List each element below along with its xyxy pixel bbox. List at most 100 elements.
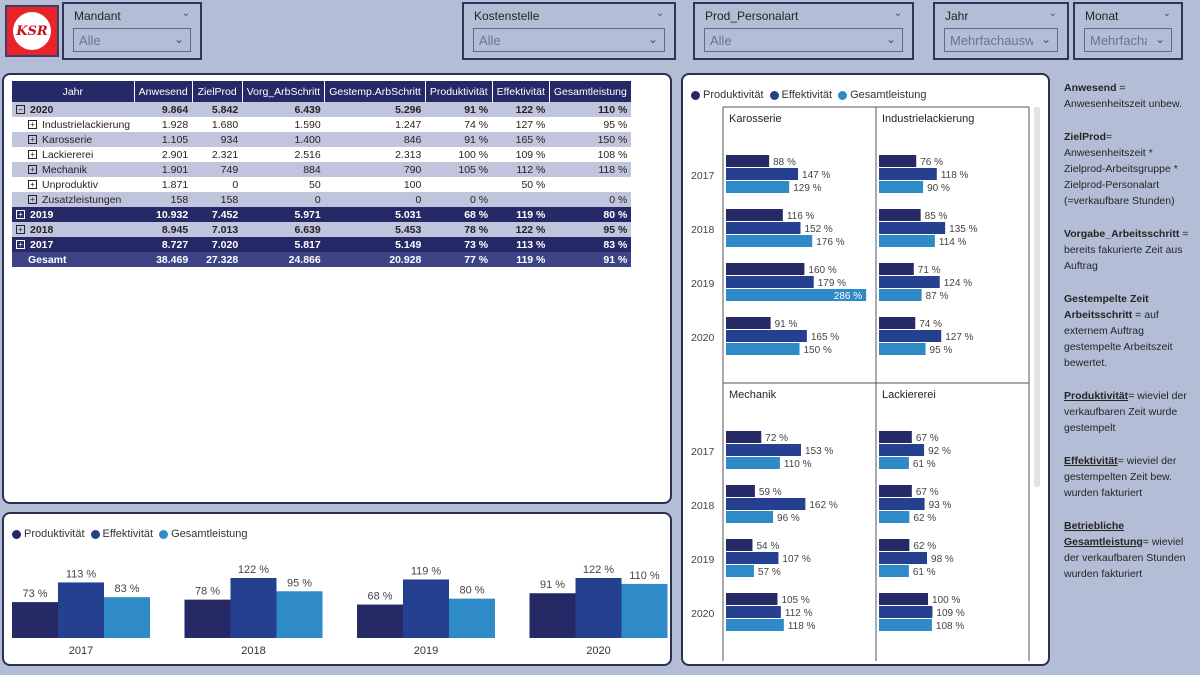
horizontal-bar[interactable] (879, 606, 933, 618)
slicer-prod-personalart[interactable]: Prod_Personalart ⌄ Alle ⌄ (693, 2, 914, 60)
horizontal-bar[interactable] (879, 155, 917, 167)
horizontal-bar[interactable] (879, 539, 910, 551)
expand-icon[interactable]: + (16, 240, 25, 250)
horizontal-bar[interactable] (726, 606, 781, 618)
collapse-icon[interactable]: − (16, 105, 25, 115)
horizontal-bar[interactable] (879, 330, 942, 342)
chevron-down-icon[interactable]: ⌄ (173, 32, 184, 46)
horizontal-bar[interactable] (879, 498, 925, 510)
horizontal-bar[interactable] (726, 209, 783, 221)
horizontal-bar[interactable] (726, 619, 784, 631)
horizontal-bar[interactable] (726, 168, 799, 180)
column-header[interactable]: ZielProd (192, 81, 243, 102)
legend-item[interactable]: Effektivität (90, 528, 153, 540)
horizontal-bar[interactable] (726, 343, 800, 355)
legend-item[interactable]: Effektivität (769, 89, 832, 101)
chevron-down-icon[interactable]: ⌄ (1048, 8, 1057, 19)
horizontal-bar[interactable] (879, 263, 914, 275)
horizontal-bar[interactable] (879, 209, 921, 221)
expand-icon[interactable]: + (28, 135, 37, 145)
slicer-dropdown[interactable]: Mehrfachauswa...⌄ (944, 28, 1058, 52)
legend-item[interactable]: Produktivität (691, 89, 764, 101)
horizontal-bar[interactable] (726, 539, 753, 551)
column-bar[interactable] (12, 602, 58, 638)
slicer-jahr[interactable]: Jahr ⌄ Mehrfachauswa...⌄ (933, 2, 1069, 60)
horizontal-bar[interactable] (726, 431, 762, 443)
horizontal-bar[interactable] (726, 593, 778, 605)
chevron-down-icon[interactable]: ⌄ (647, 32, 658, 46)
horizontal-bar[interactable] (879, 444, 925, 456)
column-header[interactable]: Effektivität (492, 81, 550, 102)
horizontal-bar[interactable] (726, 235, 813, 247)
horizontal-bar[interactable] (726, 289, 867, 301)
horizontal-bar[interactable] (726, 511, 774, 523)
column-bar[interactable] (621, 583, 668, 638)
horizontal-bar[interactable] (879, 235, 935, 247)
slicer-dropdown[interactable]: Alle ⌄ (704, 28, 903, 52)
slicer-mandant[interactable]: Mandant ⌄ Alle ⌄ (62, 2, 202, 60)
column-bar[interactable] (276, 591, 323, 638)
column-bar[interactable] (230, 578, 277, 638)
horizontal-bar[interactable] (726, 565, 754, 577)
horizontal-bar[interactable] (879, 457, 909, 469)
column-header[interactable]: Jahr (12, 81, 135, 102)
horizontal-bar[interactable] (726, 444, 801, 456)
chevron-down-icon[interactable]: ⌄ (1040, 32, 1051, 46)
horizontal-bar[interactable] (879, 343, 926, 355)
horizontal-bar[interactable] (726, 485, 755, 497)
horizontal-bar[interactable] (879, 181, 924, 193)
expand-icon[interactable]: + (28, 195, 37, 205)
column-bar[interactable] (529, 593, 576, 638)
column-header[interactable]: Gesamtleistung (549, 81, 632, 102)
expand-icon[interactable]: + (28, 165, 37, 175)
legend-item[interactable]: Gesamtleistung (838, 89, 927, 101)
horizontal-bar[interactable] (726, 276, 814, 288)
column-bar[interactable] (403, 579, 449, 638)
chevron-down-icon[interactable]: ⌄ (893, 8, 902, 19)
column-bar[interactable] (104, 597, 150, 638)
column-header[interactable]: Produktivität (425, 81, 493, 102)
horizontal-bar[interactable] (879, 511, 910, 523)
horizontal-bar[interactable] (726, 222, 801, 234)
column-header[interactable]: Gestemp.ArbSchritt (324, 81, 426, 102)
horizontal-bar[interactable] (879, 222, 946, 234)
scrollbar[interactable] (1034, 107, 1040, 487)
slicer-dropdown[interactable]: Mehrfacha...⌄ (1084, 28, 1172, 52)
horizontal-bar[interactable] (726, 457, 780, 469)
slicer-dropdown[interactable]: Alle ⌄ (73, 28, 191, 52)
column-header[interactable]: Vorg_ArbSchritt (242, 81, 326, 102)
column-bar[interactable] (184, 599, 231, 638)
horizontal-bar[interactable] (879, 485, 912, 497)
horizontal-bar[interactable] (879, 565, 909, 577)
slicer-monat[interactable]: Monat ⌄ Mehrfacha...⌄ (1073, 2, 1183, 60)
horizontal-bar[interactable] (726, 330, 807, 342)
horizontal-bar[interactable] (726, 263, 805, 275)
column-bar[interactable] (357, 604, 403, 638)
chevron-down-icon[interactable]: ⌄ (1154, 32, 1165, 46)
expand-icon[interactable]: + (16, 225, 25, 235)
horizontal-bar[interactable] (726, 552, 779, 564)
horizontal-bar[interactable] (879, 168, 937, 180)
horizontal-bar[interactable] (879, 619, 932, 631)
chevron-down-icon[interactable]: ⌄ (655, 8, 664, 19)
horizontal-bar[interactable] (726, 317, 771, 329)
legend-item[interactable]: Produktivität (12, 528, 85, 540)
horizontal-bar[interactable] (879, 276, 940, 288)
expand-icon[interactable]: + (28, 120, 37, 130)
expand-icon[interactable]: + (28, 180, 37, 190)
column-bar[interactable] (58, 582, 104, 638)
column-bar[interactable] (575, 578, 622, 638)
horizontal-bar[interactable] (879, 552, 928, 564)
horizontal-bar[interactable] (879, 289, 922, 301)
legend-item[interactable]: Gesamtleistung (159, 528, 248, 540)
slicer-kostenstelle[interactable]: Kostenstelle ⌄ Alle ⌄ (462, 2, 676, 60)
horizontal-bar[interactable] (879, 317, 916, 329)
horizontal-bar[interactable] (879, 431, 912, 443)
column-bar[interactable] (449, 598, 495, 638)
column-header[interactable]: Anwesend (134, 81, 193, 102)
horizontal-bar[interactable] (879, 593, 928, 605)
chevron-down-icon[interactable]: ⌄ (181, 8, 190, 19)
chevron-down-icon[interactable]: ⌄ (1162, 8, 1171, 19)
expand-icon[interactable]: + (28, 150, 37, 160)
expand-icon[interactable]: + (16, 210, 25, 220)
